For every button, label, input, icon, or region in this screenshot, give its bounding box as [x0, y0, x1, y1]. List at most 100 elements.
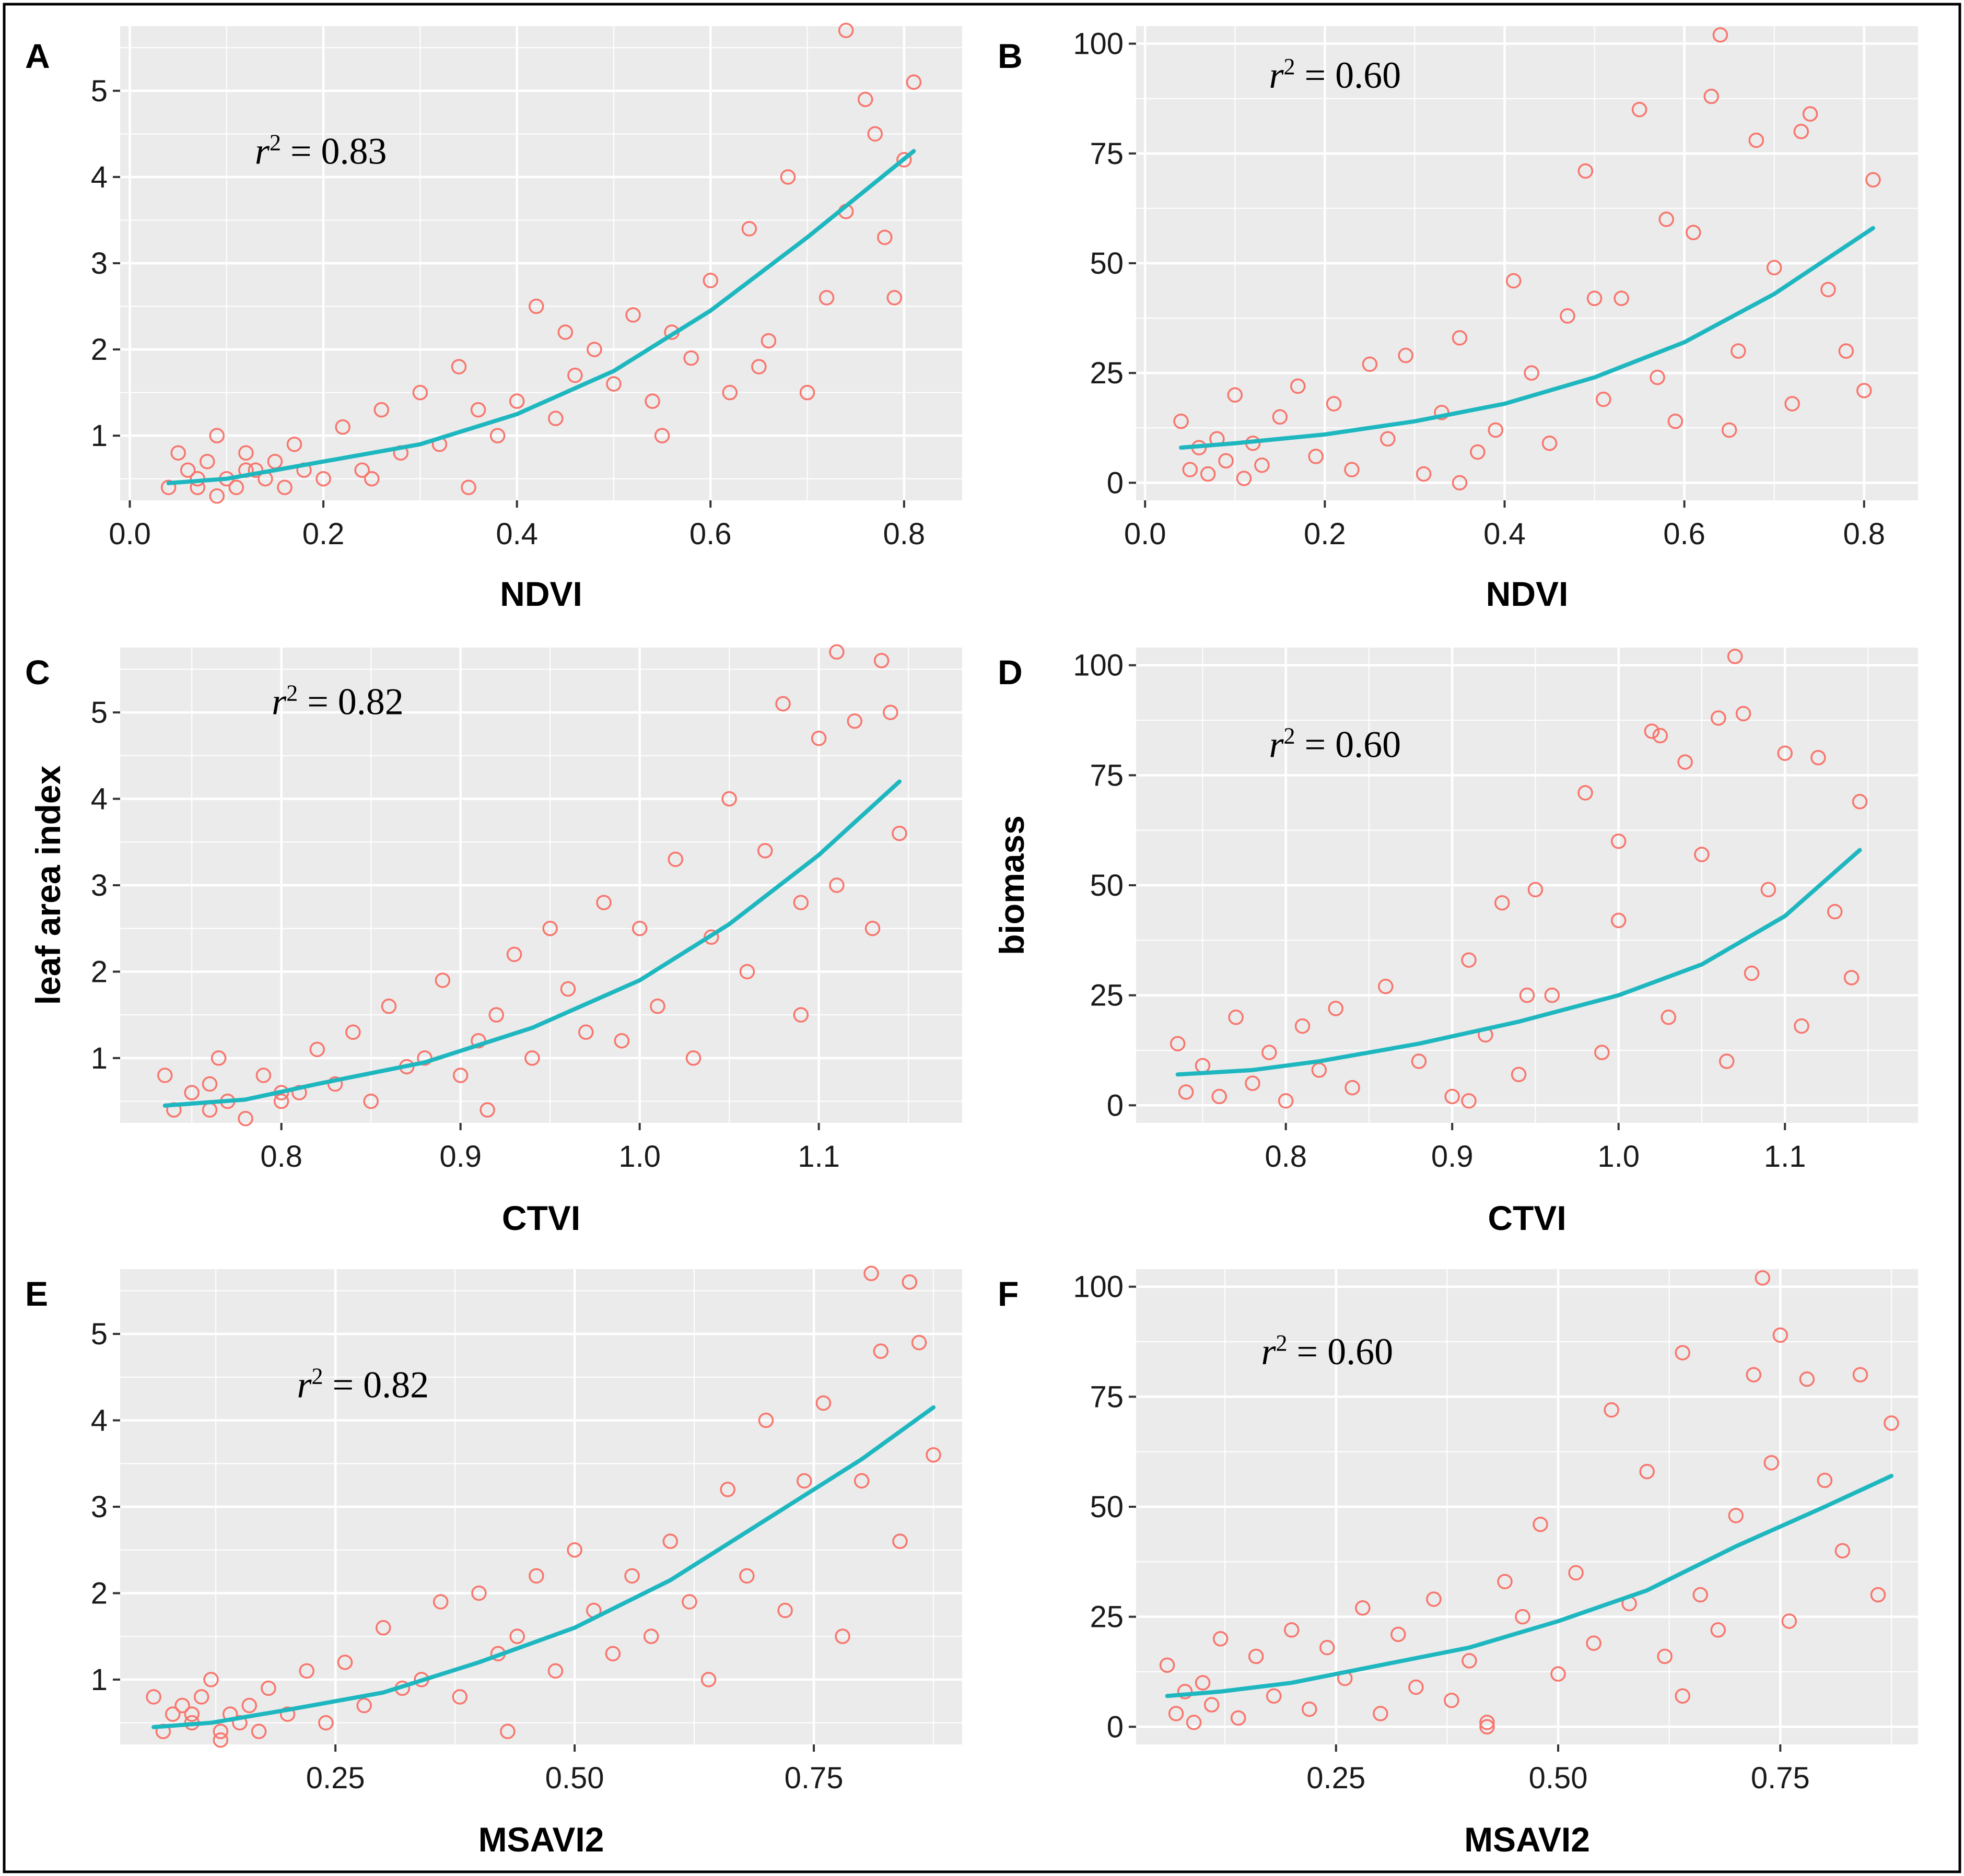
y-tick-label: 4	[91, 1404, 108, 1438]
data-point	[432, 1594, 449, 1610]
data-point	[1452, 475, 1468, 491]
x-axis-label: MSAVI2	[1464, 1820, 1590, 1859]
data-point	[174, 1697, 190, 1714]
data-point	[654, 428, 670, 443]
data-point	[1667, 413, 1684, 429]
data-point	[251, 1723, 267, 1739]
data-point	[777, 1602, 793, 1619]
r-squared-annotation: r2 = 0.82	[297, 1364, 429, 1406]
data-point	[213, 1732, 229, 1748]
data-point	[1416, 466, 1432, 482]
data-point	[662, 1533, 679, 1549]
data-point	[811, 730, 827, 746]
r-squared-annotation: r2 = 0.60	[1269, 723, 1401, 765]
data-point	[345, 1024, 361, 1040]
data-point	[1355, 1600, 1371, 1616]
data-point	[318, 1715, 334, 1731]
x-tick-label: 0.50	[1529, 1761, 1588, 1795]
fit-line	[166, 149, 916, 485]
x-tick-label: 0.75	[785, 1761, 844, 1795]
data-point	[1319, 1639, 1335, 1656]
y-axis-label: leaf area index	[29, 765, 67, 1005]
x-axis-label: CTVI	[502, 1199, 580, 1237]
data-point	[309, 1041, 325, 1058]
data-point	[1261, 1045, 1277, 1060]
data-point	[1408, 1679, 1424, 1695]
data-point	[1195, 1675, 1211, 1691]
data-point	[1236, 471, 1252, 486]
data-point	[1577, 163, 1594, 179]
data-point	[854, 1473, 870, 1489]
data-point	[1533, 1516, 1548, 1532]
data-point	[1462, 1653, 1477, 1669]
data-point	[1718, 1053, 1735, 1069]
x-tick-label: 1.1	[1764, 1140, 1806, 1174]
y-tick-label: 3	[91, 869, 108, 902]
data-point	[1398, 347, 1413, 364]
data-point	[1712, 27, 1728, 43]
data-point	[780, 169, 796, 185]
data-point	[683, 350, 699, 366]
data-point	[1527, 882, 1544, 898]
data-point	[896, 152, 912, 168]
data-point	[157, 1068, 173, 1083]
data-point	[1301, 1701, 1317, 1717]
data-point	[1731, 343, 1746, 359]
data-point	[1748, 132, 1764, 148]
y-tick-label: 1	[91, 1663, 108, 1697]
data-point	[480, 1102, 495, 1118]
data-point	[1675, 1688, 1690, 1704]
data-point	[1772, 1327, 1788, 1343]
data-point	[703, 273, 719, 288]
data-point	[873, 1343, 889, 1359]
data-point	[1444, 1692, 1459, 1708]
y-tick-label: 3	[91, 247, 108, 280]
data-point	[1444, 1088, 1460, 1105]
data-point	[1843, 970, 1860, 986]
x-tick-label: 0.4	[1483, 517, 1526, 551]
data-point	[1568, 1565, 1584, 1581]
y-tick-label: 2	[91, 333, 108, 367]
data-point	[238, 1110, 253, 1127]
data-point	[1494, 895, 1510, 911]
data-point	[829, 877, 845, 893]
data-point	[1550, 1666, 1566, 1682]
data-point	[376, 1620, 391, 1636]
x-tick-label: 0.25	[1306, 1761, 1365, 1795]
data-point	[883, 705, 898, 720]
data-point	[739, 964, 755, 980]
data-point	[799, 384, 815, 401]
data-point	[1380, 431, 1396, 447]
figure-border	[3, 3, 1961, 1873]
data-point	[1657, 1648, 1673, 1664]
data-point	[279, 1706, 296, 1722]
data-point	[1703, 88, 1719, 104]
data-point	[1390, 1626, 1406, 1643]
data-point	[261, 1680, 276, 1696]
data-point	[202, 1076, 218, 1092]
data-point	[1254, 457, 1270, 473]
data-point	[873, 653, 890, 669]
y-tick-label: 2	[91, 955, 108, 989]
y-tick-label: 4	[91, 782, 108, 816]
data-point	[1781, 1613, 1797, 1629]
data-point	[277, 479, 293, 495]
data-point	[838, 22, 854, 39]
data-point	[160, 479, 177, 495]
data-point	[892, 825, 907, 841]
panel-label: C	[25, 653, 50, 691]
data-point	[1794, 1018, 1809, 1034]
data-point	[758, 1412, 774, 1428]
data-point	[1586, 1635, 1601, 1651]
data-point	[1211, 1088, 1227, 1105]
data-point	[1810, 749, 1826, 766]
data-point	[1290, 378, 1306, 394]
data-point	[1604, 1402, 1619, 1418]
panel-a: 0.0 0.2 0.4 0.6 0.8 1 2 3 4 5 r2 = 0.83 A NDVI	[25, 22, 962, 613]
x-tick-label: 0.8	[1843, 517, 1885, 551]
data-point	[1373, 1706, 1388, 1721]
data-point	[381, 998, 397, 1014]
data-point	[775, 696, 791, 712]
data-point	[643, 1628, 659, 1644]
